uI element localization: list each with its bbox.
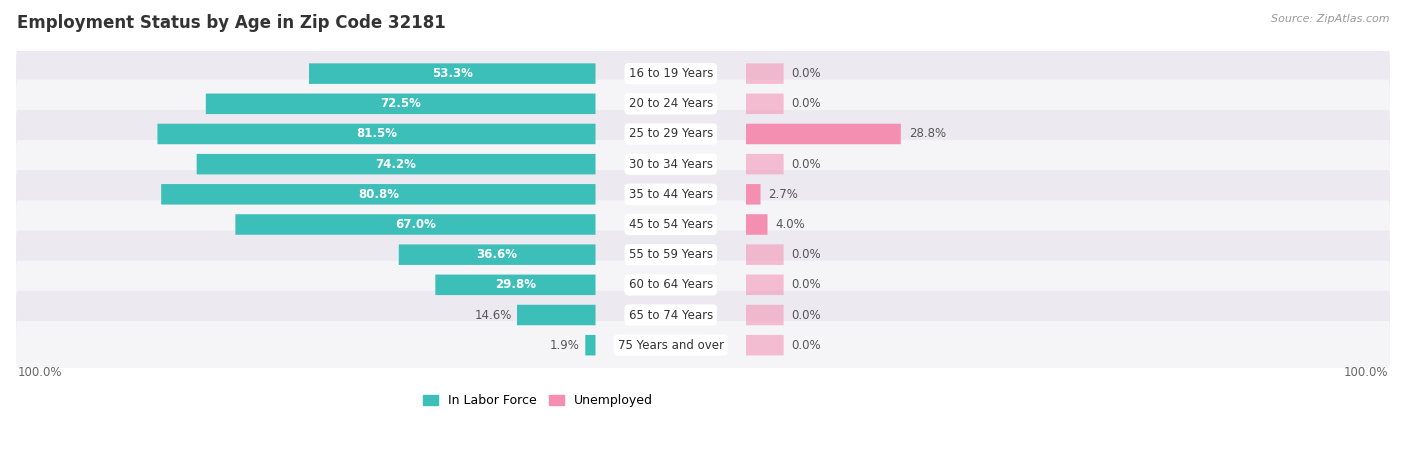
FancyBboxPatch shape — [747, 244, 783, 265]
FancyBboxPatch shape — [747, 214, 768, 235]
Text: 74.2%: 74.2% — [375, 158, 416, 171]
Text: 60 to 64 Years: 60 to 64 Years — [628, 279, 713, 291]
Text: Source: ZipAtlas.com: Source: ZipAtlas.com — [1271, 14, 1389, 23]
FancyBboxPatch shape — [747, 305, 783, 325]
Text: 36.6%: 36.6% — [477, 248, 517, 261]
Text: 45 to 54 Years: 45 to 54 Years — [628, 218, 713, 231]
Text: 72.5%: 72.5% — [380, 97, 420, 110]
FancyBboxPatch shape — [585, 335, 596, 356]
Text: 2.7%: 2.7% — [769, 188, 799, 201]
Text: 14.6%: 14.6% — [474, 309, 512, 321]
FancyBboxPatch shape — [197, 154, 596, 175]
FancyBboxPatch shape — [747, 274, 783, 295]
FancyBboxPatch shape — [747, 124, 901, 144]
FancyBboxPatch shape — [205, 94, 596, 114]
FancyBboxPatch shape — [399, 244, 596, 265]
Text: 100.0%: 100.0% — [18, 366, 62, 379]
Text: 53.3%: 53.3% — [432, 67, 472, 80]
Text: 0.0%: 0.0% — [792, 158, 821, 171]
Text: Employment Status by Age in Zip Code 32181: Employment Status by Age in Zip Code 321… — [17, 14, 446, 32]
Text: 29.8%: 29.8% — [495, 279, 536, 291]
FancyBboxPatch shape — [157, 124, 596, 144]
FancyBboxPatch shape — [15, 170, 1391, 218]
Text: 0.0%: 0.0% — [792, 309, 821, 321]
FancyBboxPatch shape — [15, 110, 1391, 158]
FancyBboxPatch shape — [15, 321, 1391, 369]
Text: 16 to 19 Years: 16 to 19 Years — [628, 67, 713, 80]
FancyBboxPatch shape — [747, 335, 783, 356]
Text: 20 to 24 Years: 20 to 24 Years — [628, 97, 713, 110]
FancyBboxPatch shape — [309, 63, 596, 84]
FancyBboxPatch shape — [747, 63, 783, 84]
FancyBboxPatch shape — [15, 140, 1391, 188]
Text: 55 to 59 Years: 55 to 59 Years — [628, 248, 713, 261]
Text: 100.0%: 100.0% — [1344, 366, 1388, 379]
FancyBboxPatch shape — [235, 214, 596, 235]
Text: 25 to 29 Years: 25 to 29 Years — [628, 127, 713, 140]
FancyBboxPatch shape — [15, 291, 1391, 339]
FancyBboxPatch shape — [747, 154, 783, 175]
Text: 0.0%: 0.0% — [792, 248, 821, 261]
Legend: In Labor Force, Unemployed: In Labor Force, Unemployed — [418, 389, 658, 412]
FancyBboxPatch shape — [747, 184, 761, 205]
Text: 67.0%: 67.0% — [395, 218, 436, 231]
Text: 1.9%: 1.9% — [550, 339, 579, 352]
Text: 81.5%: 81.5% — [356, 127, 396, 140]
Text: 4.0%: 4.0% — [776, 218, 806, 231]
FancyBboxPatch shape — [15, 80, 1391, 128]
FancyBboxPatch shape — [517, 305, 596, 325]
Text: 80.8%: 80.8% — [359, 188, 399, 201]
FancyBboxPatch shape — [162, 184, 596, 205]
Text: 28.8%: 28.8% — [908, 127, 946, 140]
FancyBboxPatch shape — [15, 261, 1391, 309]
Text: 30 to 34 Years: 30 to 34 Years — [628, 158, 713, 171]
FancyBboxPatch shape — [436, 274, 596, 295]
Text: 0.0%: 0.0% — [792, 339, 821, 352]
Text: 0.0%: 0.0% — [792, 97, 821, 110]
Text: 0.0%: 0.0% — [792, 67, 821, 80]
FancyBboxPatch shape — [747, 94, 783, 114]
FancyBboxPatch shape — [15, 230, 1391, 279]
Text: 0.0%: 0.0% — [792, 279, 821, 291]
FancyBboxPatch shape — [15, 200, 1391, 249]
Text: 75 Years and over: 75 Years and over — [617, 339, 724, 352]
FancyBboxPatch shape — [15, 50, 1391, 98]
Text: 35 to 44 Years: 35 to 44 Years — [628, 188, 713, 201]
Text: 65 to 74 Years: 65 to 74 Years — [628, 309, 713, 321]
